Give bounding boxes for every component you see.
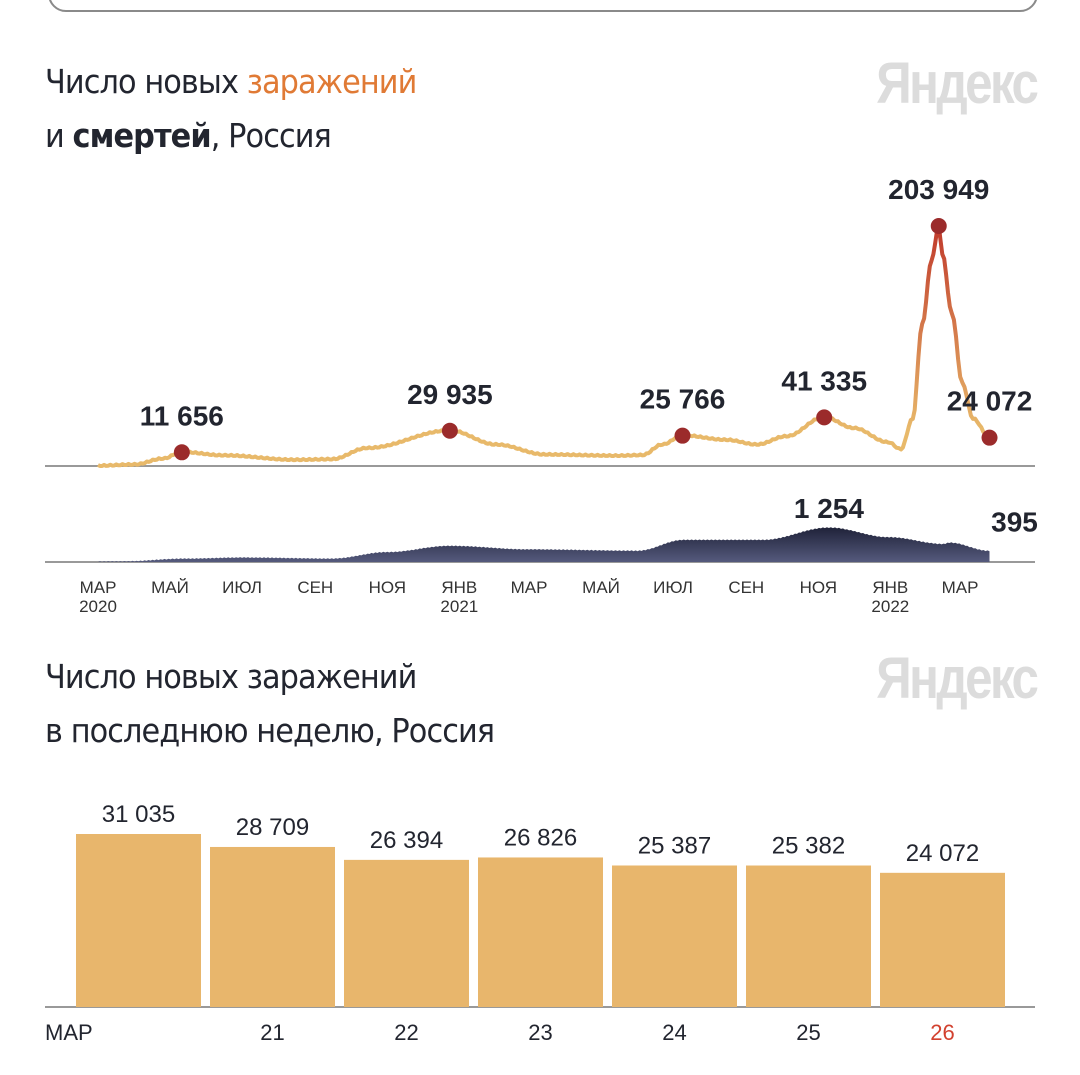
infections-peak-marker — [674, 427, 691, 444]
x-tick-label: ЯНВ — [441, 578, 477, 597]
infections-data-label: 41 335 — [781, 365, 867, 396]
x-tick-label: МАЙ — [582, 578, 620, 597]
chart2-title: Число новых заражений в последнюю неделю… — [45, 650, 495, 758]
bar-value-label: 28 709 — [236, 814, 309, 841]
bar-value-label: 31 035 — [102, 801, 175, 828]
infections-data-label: 203 949 — [888, 174, 989, 205]
x-tick-year: 2020 — [79, 597, 117, 616]
infections-peak-marker — [173, 444, 190, 461]
title-bold: смертей — [72, 116, 212, 155]
bar-value-label: 24 072 — [906, 840, 979, 867]
bar-category-label: 24 — [662, 1020, 686, 1045]
bar — [880, 872, 1005, 1007]
x-tick-label: СЕН — [728, 578, 764, 597]
x-tick-label: СЕН — [297, 578, 333, 597]
x-tick-label: МАЙ — [151, 578, 189, 597]
bar-category-label: 21 — [260, 1020, 284, 1045]
bar — [746, 865, 871, 1007]
bar — [210, 846, 335, 1007]
title-text: Число новых — [45, 62, 247, 101]
yandex-logo: Яндекс — [875, 51, 1039, 116]
title-text: в последнюю неделю, Россия — [45, 711, 495, 750]
bar-value-label: 25 387 — [638, 832, 711, 859]
infections-peak-marker — [816, 409, 833, 426]
bar-category-label: 22 — [394, 1020, 418, 1045]
infections-peak-marker — [981, 429, 998, 446]
x-tick-year: 2021 — [440, 597, 478, 616]
x-tick-label: ЯНВ — [872, 578, 908, 597]
title-text: Число новых заражений — [45, 657, 417, 696]
x-tick-label: НОЯ — [369, 578, 406, 597]
bar — [478, 857, 603, 1007]
deaths-area — [98, 527, 990, 562]
x-tick-label: МАР — [942, 578, 979, 597]
infections-data-label: 29 935 — [407, 379, 493, 410]
x-tick-label: МАР — [80, 578, 117, 597]
bar-value-label: 25 382 — [772, 833, 845, 860]
infections-peak-marker — [930, 218, 947, 234]
title-text: , Россия — [210, 116, 332, 155]
bar-category-label: МАР — [45, 1020, 93, 1045]
x-tick-label: ИЮЛ — [222, 578, 262, 597]
bar-value-label: 26 826 — [504, 824, 577, 851]
deaths-data-label: 395 — [991, 506, 1038, 537]
bar — [76, 834, 201, 1007]
x-tick-label: МАР — [511, 578, 548, 597]
yandex-logo: Яндекс — [875, 646, 1039, 711]
infections-peak-marker — [441, 422, 458, 439]
bar — [612, 865, 737, 1007]
infections-data-label: 24 072 — [947, 386, 1033, 417]
deaths-data-label: 1 254 — [794, 493, 864, 524]
bar-category-label: 23 — [528, 1020, 552, 1045]
bar-category-label: 26 — [930, 1020, 954, 1045]
bar-value-label: 26 394 — [370, 827, 443, 854]
title-text: и — [45, 116, 73, 155]
x-tick-label: НОЯ — [800, 578, 837, 597]
infections-data-label: 11 656 — [140, 400, 224, 431]
x-tick-label: ИЮЛ — [653, 578, 693, 597]
infections-line — [97, 223, 991, 468]
bar-category-label: 25 — [796, 1020, 820, 1045]
chart1-title: Число новых заражений и смертей, Россия — [45, 55, 418, 163]
bar — [344, 859, 469, 1007]
x-tick-year: 2022 — [871, 597, 909, 616]
title-highlight: заражений — [246, 62, 418, 101]
infections-data-label: 25 766 — [640, 384, 726, 415]
